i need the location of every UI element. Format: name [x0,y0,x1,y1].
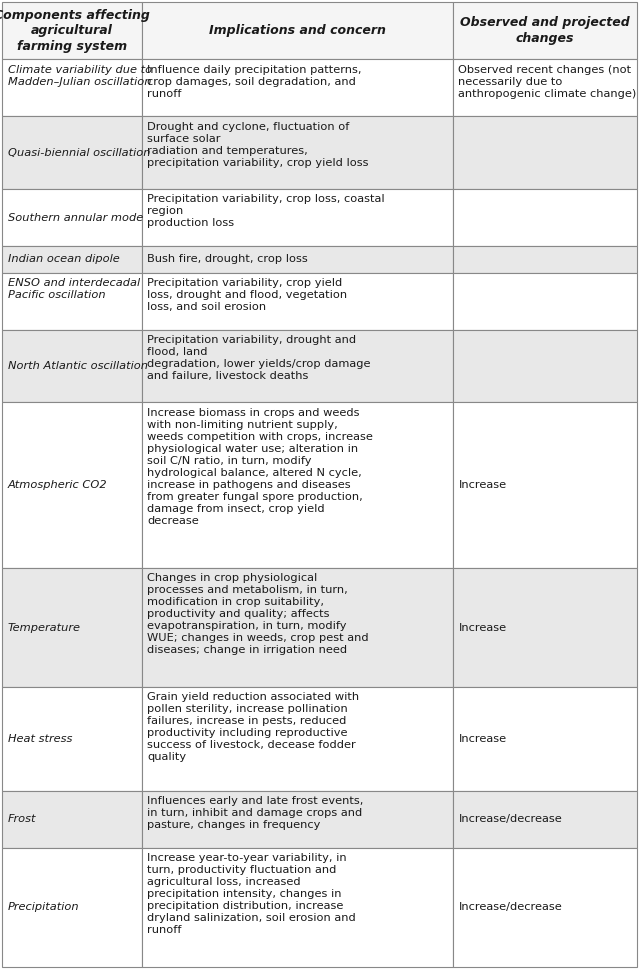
Text: Temperature: Temperature [8,622,81,633]
Bar [2,2,142,59]
Bar [453,687,637,791]
Text: Precipitation variability, drought and
flood, land
degradation, lower yields/cro: Precipitation variability, drought and f… [147,335,371,381]
Text: Precipitation variability, crop loss, coastal
region
production loss: Precipitation variability, crop loss, co… [147,195,385,229]
Bar [142,116,453,189]
Bar [453,59,637,116]
Text: Implications and concern: Implications and concern [209,24,386,37]
Bar [2,848,142,967]
Text: Atmospheric CO2: Atmospheric CO2 [8,481,107,490]
Text: Increase year-to-year variability, in
turn, productivity fluctuation and
agricul: Increase year-to-year variability, in tu… [147,854,356,935]
Bar [142,329,453,402]
Text: Increase: Increase [458,481,507,490]
Text: Influences early and late frost events,
in turn, inhibit and damage crops and
pa: Influences early and late frost events, … [147,797,364,830]
Bar [453,329,637,402]
Bar [142,687,453,791]
Text: Increase: Increase [458,734,507,744]
Text: Changes in crop physiological
processes and metabolism, in turn,
modification in: Changes in crop physiological processes … [147,574,369,655]
Text: Influence daily precipitation patterns,
crop damages, soil degradation, and
runo: Influence daily precipitation patterns, … [147,65,362,99]
Text: Increase: Increase [458,622,507,633]
Bar [2,116,142,189]
Bar [2,189,142,246]
Bar [2,568,142,687]
Text: ENSO and interdecadal
Pacific oscillation: ENSO and interdecadal Pacific oscillatio… [8,278,140,300]
Bar [2,791,142,848]
Bar [453,272,637,329]
Text: Bush fire, drought, crop loss: Bush fire, drought, crop loss [147,255,308,265]
Bar [142,272,453,329]
Text: Precipitation: Precipitation [8,902,79,913]
Bar [142,402,453,568]
Text: Observed and projected
changes: Observed and projected changes [460,16,630,45]
Bar [453,402,637,568]
Text: Frost: Frost [8,814,36,825]
Bar [453,189,637,246]
Text: Climate variability due to
Madden–Julian oscillation: Climate variability due to Madden–Julian… [8,65,151,86]
Bar [2,329,142,402]
Bar [453,791,637,848]
Bar [142,246,453,272]
Text: Increase biomass in crops and weeds
with non-limiting nutrient supply,
weeds com: Increase biomass in crops and weeds with… [147,408,373,526]
Text: Precipitation variability, crop yield
loss, drought and flood, vegetation
loss, : Precipitation variability, crop yield lo… [147,278,348,312]
Text: Observed recent changes (not
necessarily due to
anthropogenic climate change): Observed recent changes (not necessarily… [458,65,636,99]
Text: Components affecting
agricultural
farming system: Components affecting agricultural farmin… [0,9,150,52]
Text: Increase/decrease: Increase/decrease [458,814,562,825]
Bar [142,791,453,848]
Bar [2,59,142,116]
Text: Grain yield reduction associated with
pollen sterility, increase pollination
fai: Grain yield reduction associated with po… [147,693,359,763]
Bar [453,116,637,189]
Bar [142,59,453,116]
Text: Heat stress: Heat stress [8,734,72,744]
Bar [453,848,637,967]
Text: Quasi-biennial oscillation: Quasi-biennial oscillation [8,147,150,158]
Bar [2,246,142,272]
Bar [453,2,637,59]
Bar [2,687,142,791]
Bar [142,2,453,59]
Bar [2,402,142,568]
Text: Indian ocean dipole: Indian ocean dipole [8,255,119,265]
Bar [142,568,453,687]
Bar [453,568,637,687]
Text: Increase/decrease: Increase/decrease [458,902,562,913]
Bar [2,272,142,329]
Text: Drought and cyclone, fluctuation of
surface solar
radiation and temperatures,
pr: Drought and cyclone, fluctuation of surf… [147,122,369,168]
Bar [142,189,453,246]
Text: North Atlantic oscillation: North Atlantic oscillation [8,361,148,371]
Bar [453,246,637,272]
Text: Southern annular mode: Southern annular mode [8,212,142,223]
Bar [142,848,453,967]
